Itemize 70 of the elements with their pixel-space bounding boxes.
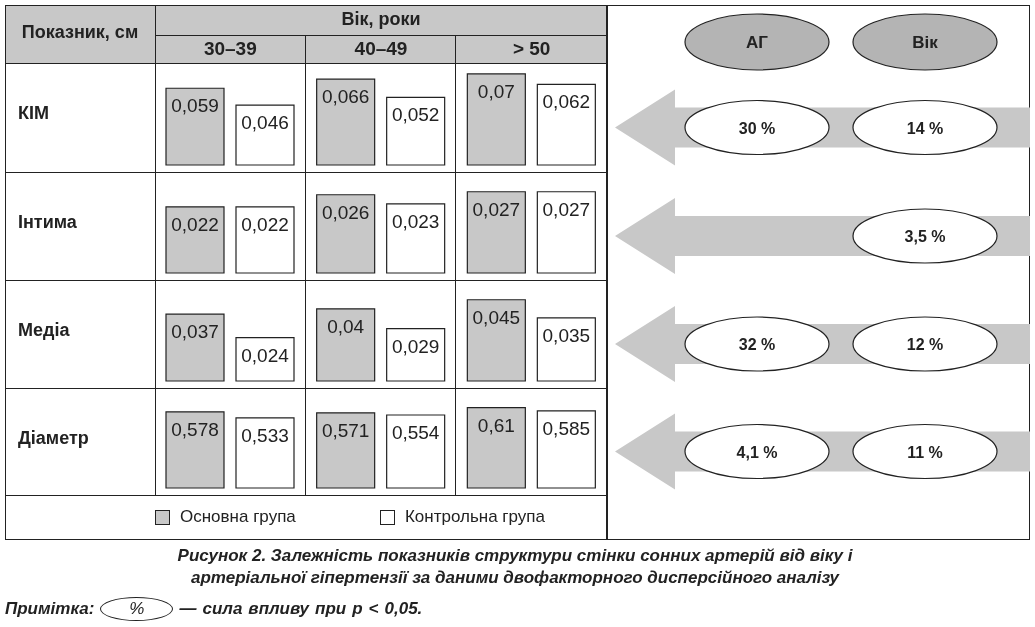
data-label: 0,578 <box>171 418 219 440</box>
data-label: 0,022 <box>241 213 289 235</box>
bar <box>536 191 596 274</box>
text: 32 % <box>738 336 776 353</box>
bar <box>165 411 225 489</box>
data-label: 0,052 <box>391 104 440 126</box>
data-label: 0,022 <box>171 213 219 235</box>
legend-label: Контрольна група <box>404 507 545 527</box>
text: Інтима <box>18 212 77 233</box>
bar <box>386 203 446 274</box>
data-label: 0,037 <box>171 321 219 343</box>
bar <box>466 73 526 166</box>
bar <box>466 191 526 274</box>
bar <box>316 412 376 489</box>
data-label: 0,035 <box>542 324 591 346</box>
bar <box>165 206 225 274</box>
bar <box>235 337 295 382</box>
text: 14 % <box>906 119 944 137</box>
bar <box>235 104 295 166</box>
bar <box>316 78 376 166</box>
text: Діаметр <box>18 428 89 449</box>
y-axis-title: Показник, см <box>20 22 140 43</box>
data-label: 0,026 <box>321 201 370 223</box>
data-label: 0,027 <box>472 198 521 220</box>
bar <box>165 87 225 166</box>
data-label: 0,066 <box>321 86 370 108</box>
text: 3,5 % <box>904 228 946 245</box>
bar <box>235 206 295 274</box>
bar <box>536 83 596 166</box>
text: КІМ <box>18 103 49 124</box>
x-tick-label: 40–49 <box>354 38 408 59</box>
bar <box>165 313 225 382</box>
x-axis-title: Вік, роки <box>340 9 422 30</box>
data-label: 0,554 <box>391 422 440 444</box>
text: 12 % <box>906 336 944 353</box>
data-label: 0,023 <box>391 210 440 232</box>
data-label: 0,024 <box>241 344 290 366</box>
bar <box>466 299 526 382</box>
data-label: 0,062 <box>542 91 591 113</box>
data-label: 0,027 <box>542 198 591 220</box>
data-label: 0,029 <box>391 335 440 357</box>
category-label: АГ <box>746 33 769 52</box>
data-label: 0,533 <box>241 424 289 446</box>
data-label: 0,059 <box>171 95 219 117</box>
data-label: 0,07 <box>477 80 515 102</box>
text: 30 % <box>738 119 776 137</box>
text: Примітка: % — сила впливу при p < 0,05. <box>5 599 423 618</box>
bar <box>386 414 446 489</box>
bar <box>386 96 446 166</box>
bar <box>536 317 596 382</box>
data-label: 0,045 <box>472 306 521 328</box>
data-label: 0,046 <box>241 112 289 134</box>
text: Рисунок 2. Залежність показників структури стінки сонних артерій від віку і артеріальної гіпертензії за даними двофакторного дисперсійного аналізу <box>176 545 854 589</box>
bar <box>316 308 376 382</box>
legend-label: Основна група <box>180 507 296 527</box>
x-tick-label: > 50 <box>512 38 551 59</box>
text: 4,1 % <box>736 443 778 461</box>
data-label: 0,585 <box>542 417 591 439</box>
bar <box>466 407 526 489</box>
data-label: 0,571 <box>321 419 370 441</box>
bar <box>316 194 376 274</box>
text: Медіа <box>18 320 70 341</box>
bar <box>386 328 446 382</box>
bar <box>235 417 295 489</box>
x-tick-label: 30–39 <box>203 38 257 59</box>
text: 11 % <box>907 443 943 461</box>
category-label: Вік <box>912 33 939 52</box>
bar <box>536 410 596 489</box>
data-label: 0,04 <box>327 315 365 337</box>
data-label: 0,61 <box>477 414 515 436</box>
